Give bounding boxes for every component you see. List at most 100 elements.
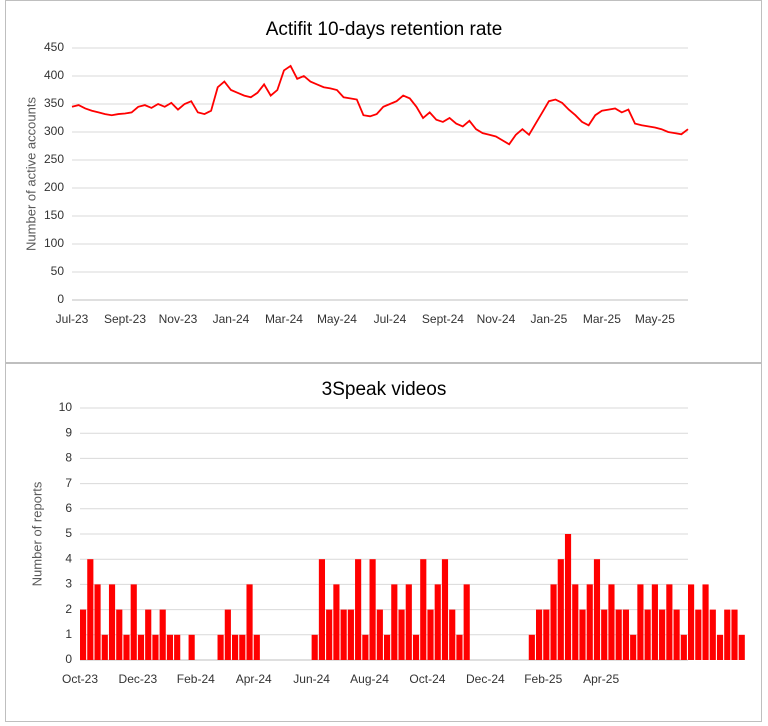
bar	[362, 634, 369, 660]
y-tick-label: 250	[44, 152, 64, 166]
bar	[217, 634, 224, 660]
x-tick-label: Mar-25	[583, 312, 621, 326]
x-tick-label: Feb-25	[524, 672, 562, 686]
bar	[709, 609, 716, 660]
bar	[347, 609, 354, 660]
y-tick-label: 150	[44, 208, 64, 222]
x-tick-label: Apr-24	[236, 672, 272, 686]
x-tick-label: May-24	[317, 312, 357, 326]
x-tick-label: Jun-24	[293, 672, 330, 686]
chart-title: Actifit 10-days retention rate	[266, 19, 503, 40]
bar	[695, 609, 702, 660]
bar	[123, 634, 130, 660]
bar	[108, 584, 116, 660]
bar	[384, 634, 391, 660]
bar	[680, 634, 687, 660]
y-tick-label: 0	[65, 652, 72, 666]
bar	[101, 634, 108, 660]
x-tick-label: Sept-23	[104, 312, 146, 326]
bar	[376, 609, 383, 660]
bar	[369, 559, 376, 660]
x-tick-label: Jul-23	[56, 312, 89, 326]
bar	[405, 584, 412, 660]
bar	[550, 584, 557, 660]
y-tick-label: 7	[65, 476, 72, 490]
bar	[630, 634, 637, 660]
bar	[166, 634, 174, 660]
bar	[688, 584, 695, 660]
x-tick-label: May-25	[635, 312, 675, 326]
bar	[659, 609, 666, 660]
bar	[528, 634, 535, 660]
bar	[441, 559, 449, 660]
bar	[427, 609, 434, 660]
x-tick-label: Jan-24	[213, 312, 250, 326]
bar	[239, 634, 246, 660]
bar	[355, 559, 362, 660]
bar	[94, 584, 101, 660]
bar	[412, 634, 420, 660]
bar	[666, 584, 673, 660]
bar	[731, 609, 738, 660]
bar	[152, 634, 159, 660]
bar	[116, 609, 123, 660]
bar	[543, 609, 550, 660]
bar	[557, 559, 564, 660]
y-tick-label: 6	[65, 501, 72, 515]
y-tick-label: 0	[57, 292, 64, 306]
bar	[137, 634, 145, 660]
bar	[174, 634, 181, 660]
bar	[564, 534, 572, 660]
line-series	[71, 64, 689, 146]
bar	[572, 584, 579, 660]
bar	[340, 609, 347, 660]
y-tick-label: 300	[44, 124, 64, 138]
bar	[724, 609, 731, 660]
bar	[644, 609, 651, 660]
bar	[716, 634, 724, 660]
bar	[449, 609, 456, 660]
y-tick-label: 100	[44, 236, 64, 250]
bar	[398, 609, 405, 660]
y-tick-label: 50	[51, 264, 65, 278]
bar	[463, 584, 470, 660]
bar	[579, 609, 586, 660]
bar	[232, 634, 239, 660]
chart-title: 3Speak videos	[322, 379, 447, 400]
y-tick-label: 10	[59, 400, 73, 414]
bar	[145, 609, 152, 660]
x-tick-label: Nov-23	[159, 312, 198, 326]
bar	[536, 609, 543, 660]
bar	[253, 634, 260, 660]
y-tick-label: 9	[65, 425, 72, 439]
y-tick-label: 5	[65, 526, 72, 540]
bar	[80, 609, 87, 660]
bar	[608, 584, 615, 660]
x-tick-label: Oct-24	[409, 672, 445, 686]
panel-border	[5, 363, 762, 722]
bar	[738, 634, 745, 660]
bar	[622, 609, 630, 660]
bar	[615, 609, 622, 660]
x-tick-label: Aug-24	[350, 672, 389, 686]
x-tick-label: Dec-23	[119, 672, 158, 686]
x-tick-label: Apr-25	[583, 672, 619, 686]
y-tick-label: 2	[65, 602, 72, 616]
bar	[188, 634, 195, 660]
bar	[318, 559, 326, 660]
x-tick-label: Jul-24	[374, 312, 407, 326]
bar	[673, 609, 680, 660]
bar	[130, 584, 137, 660]
bar	[586, 584, 593, 660]
y-tick-label: 8	[65, 451, 72, 465]
bar	[434, 584, 441, 660]
x-tick-label: Oct-23	[62, 672, 98, 686]
y-tick-label: 4	[65, 551, 72, 565]
bar	[326, 609, 333, 660]
bar	[391, 584, 398, 660]
x-tick-label: Jan-25	[531, 312, 568, 326]
bar	[420, 559, 427, 660]
y-tick-label: 400	[44, 68, 64, 82]
x-tick-label: Nov-24	[477, 312, 516, 326]
